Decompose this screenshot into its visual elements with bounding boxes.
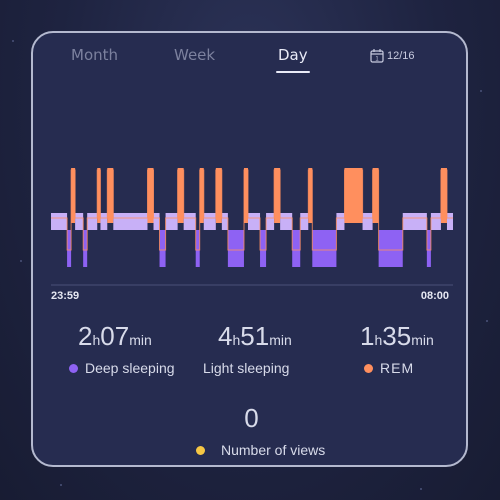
- segment-rem: [243, 168, 248, 223]
- segment-light-sleeping: [266, 213, 275, 230]
- segment-rem: [440, 168, 447, 223]
- background-star: [420, 488, 422, 490]
- legend-label: Deep sleeping: [85, 360, 175, 376]
- rem-duration: 1h35min: [360, 321, 434, 352]
- rem-minutes-unit: min: [411, 332, 434, 348]
- period-tabs: Month Week Day 1 12/16: [33, 33, 466, 93]
- background-star: [12, 40, 14, 42]
- segment-deep-sleeping: [83, 230, 88, 267]
- segment-light-sleeping: [362, 213, 373, 230]
- segment-rem: [344, 168, 363, 223]
- segment-rem: [97, 168, 101, 223]
- segment-rem: [177, 168, 184, 223]
- segment-rem: [372, 168, 379, 223]
- hypnogram-svg: [51, 168, 453, 286]
- segment-deep-sleeping: [378, 230, 403, 267]
- views-count: 0: [244, 403, 259, 433]
- tab-day[interactable]: Day: [278, 46, 308, 64]
- deep-minutes-unit: min: [129, 332, 152, 348]
- segment-deep-sleeping: [426, 230, 431, 267]
- segment-deep-sleeping: [227, 230, 244, 267]
- date-picker[interactable]: 1 12/16: [370, 48, 415, 63]
- segment-rem: [274, 168, 281, 223]
- light-hours: 4: [218, 321, 233, 351]
- tab-month[interactable]: Month: [71, 46, 119, 64]
- light-sleep-duration: 4h51min: [218, 321, 292, 352]
- light-hours-unit: h: [232, 332, 241, 348]
- views-dot: [196, 445, 205, 455]
- legend-light-sleeping: Light sleeping: [203, 360, 289, 376]
- segment-deep-sleeping: [292, 230, 301, 267]
- deep-hours-unit: h: [92, 332, 101, 348]
- segment-rem: [71, 168, 76, 223]
- calendar-icon-digit: 1: [375, 57, 379, 63]
- deep-sleep-duration: 2h07min: [78, 321, 152, 352]
- segment-deep-sleeping: [312, 230, 337, 267]
- segment-light-sleeping: [165, 213, 178, 230]
- segment-rem: [147, 168, 154, 223]
- background-star: [480, 90, 482, 92]
- selected-date: 12/16: [387, 49, 415, 62]
- segment-rem: [199, 168, 204, 223]
- tab-week[interactable]: Week: [174, 46, 216, 64]
- segment-light-sleeping: [75, 213, 84, 230]
- background-star: [20, 260, 22, 262]
- views-legend: Number of views: [196, 442, 325, 458]
- segment-light-sleeping: [100, 213, 108, 230]
- axis-end-time: 08:00: [420, 290, 449, 302]
- deep-minutes: 07: [100, 321, 130, 351]
- sleep-card: Month Week Day 1 12/16 23:59 08:00 2h07m…: [31, 31, 468, 467]
- rem-minutes: 35: [382, 321, 412, 351]
- active-tab-indicator: [276, 71, 310, 73]
- views-label: Number of views: [221, 442, 326, 458]
- axis-start-time: 23:59: [51, 290, 80, 302]
- light-minutes-unit: min: [269, 332, 292, 348]
- segment-light-sleeping: [247, 213, 261, 230]
- calendar-icon: 1: [370, 49, 384, 63]
- rem-hours: 1: [360, 321, 375, 351]
- segment-light-sleeping: [446, 213, 453, 230]
- rem-hours-unit: h: [374, 332, 383, 348]
- segment-deep-sleeping: [67, 230, 72, 267]
- background-star: [486, 320, 488, 322]
- segment-light-sleeping: [402, 213, 427, 230]
- segment-light-sleeping: [300, 213, 309, 230]
- segment-light-sleeping: [430, 213, 441, 230]
- deep-sleep-dot: [69, 363, 78, 373]
- sleep-hypnogram: [51, 158, 453, 318]
- segment-rem: [308, 168, 313, 223]
- segment-light-sleeping: [336, 213, 345, 230]
- legend-label: REM: [380, 360, 415, 376]
- background-star: [60, 484, 62, 486]
- segment-rem: [215, 168, 222, 223]
- light-minutes: 51: [240, 321, 270, 351]
- rem-dot: [364, 363, 373, 373]
- segment-light-sleeping: [221, 213, 228, 230]
- legend-label: Light sleeping: [203, 360, 290, 376]
- segment-deep-sleeping: [260, 230, 267, 267]
- stage-transition-line: [51, 169, 453, 251]
- segment-rem: [107, 168, 114, 223]
- segment-light-sleeping: [51, 213, 68, 230]
- legend-rem: REM: [364, 360, 414, 376]
- segment-light-sleeping: [153, 213, 160, 230]
- segment-light-sleeping: [87, 213, 98, 230]
- deep-hours: 2: [78, 321, 93, 351]
- segment-light-sleeping: [183, 213, 196, 230]
- legend-deep-sleeping: Deep sleeping: [69, 360, 175, 376]
- segment-light-sleeping: [280, 213, 293, 230]
- segment-light-sleeping: [113, 213, 148, 230]
- segment-deep-sleeping: [195, 230, 200, 267]
- segment-deep-sleeping: [159, 230, 166, 267]
- segment-light-sleeping: [203, 213, 216, 230]
